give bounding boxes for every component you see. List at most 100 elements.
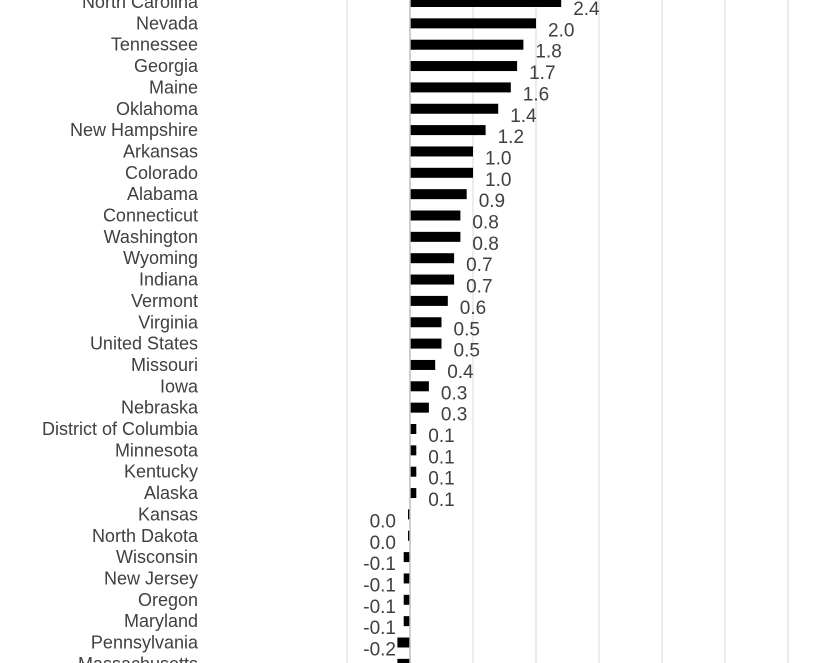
bar: [410, 253, 455, 264]
value-label: 2.0: [548, 20, 574, 41]
category-label: New Hampshire: [70, 120, 198, 140]
bar: [410, 274, 455, 285]
value-label: -0.1: [363, 554, 396, 575]
value-label: -0.1: [363, 597, 396, 618]
category-label: Minnesota: [115, 440, 199, 460]
category-label: Georgia: [134, 56, 199, 76]
value-label: 1.4: [510, 106, 537, 127]
value-label: 0.9: [479, 191, 505, 212]
value-label: 0.1: [428, 490, 454, 511]
category-label: Missouri: [131, 355, 198, 375]
bar: [397, 658, 410, 663]
value-label: -0.2: [363, 640, 396, 661]
gridlines: [346, 0, 789, 663]
bar: [410, 445, 417, 456]
category-label: Maine: [149, 77, 198, 97]
value-label: 0.1: [428, 426, 454, 447]
bar: [410, 167, 473, 178]
bar: [410, 231, 461, 242]
category-label: Connecticut: [103, 206, 198, 226]
value-label: 1.0: [485, 148, 511, 169]
category-label: Indiana: [139, 270, 199, 290]
category-label: New Jersey: [104, 568, 198, 588]
category-label: Tennessee: [111, 35, 198, 55]
value-label: 0.6: [460, 298, 486, 319]
bar: [410, 381, 429, 392]
bar: [410, 61, 518, 72]
bar: [408, 509, 410, 520]
bar: [403, 616, 410, 627]
category-label: Oregon: [138, 590, 198, 610]
value-labels: 2.42.01.81.71.61.41.21.01.00.90.80.80.70…: [363, 0, 600, 663]
bar: [408, 530, 410, 541]
bar: [410, 39, 524, 50]
bar: [403, 594, 410, 605]
value-label: 0.7: [466, 255, 492, 276]
value-label: 0.0: [370, 533, 396, 554]
category-label: Virginia: [138, 312, 199, 332]
category-label: Kentucky: [124, 462, 198, 482]
bar: [410, 125, 486, 136]
bar: [410, 466, 417, 477]
bars: [397, 0, 562, 663]
category-label: North Carolina: [82, 0, 199, 12]
category-label: District of Columbia: [42, 419, 199, 439]
bar: [410, 189, 467, 200]
bar: [403, 573, 410, 584]
value-label: 0.3: [441, 405, 467, 426]
category-label: Washington: [104, 227, 198, 247]
category-label: Iowa: [160, 376, 199, 396]
value-label: -0.1: [363, 575, 396, 596]
bar: [410, 82, 511, 93]
category-label: North Dakota: [92, 526, 199, 546]
category-label: Kansas: [138, 504, 198, 524]
value-label: 1.7: [529, 63, 555, 84]
value-label: 0.3: [441, 383, 467, 404]
category-label: Pennsylvania: [91, 633, 199, 653]
bar: [410, 402, 429, 413]
value-label: 1.2: [498, 127, 524, 148]
bar: [410, 338, 442, 349]
value-label: 1.6: [523, 84, 549, 105]
category-label: Arkansas: [123, 141, 198, 161]
value-label: 0.7: [466, 277, 492, 298]
bar: [410, 424, 417, 434]
category-label: Wisconsin: [116, 547, 198, 567]
value-label: 0.1: [428, 469, 454, 490]
category-label: Colorado: [125, 163, 198, 183]
bar: [410, 103, 499, 114]
category-label: Maryland: [124, 611, 198, 631]
bar: [410, 18, 536, 29]
bar: [410, 210, 461, 221]
bar: [410, 317, 442, 328]
value-label: 0.8: [472, 234, 498, 255]
value-label: 0.0: [370, 511, 396, 532]
category-label: Alaska: [144, 483, 199, 503]
value-label: 0.4: [447, 362, 474, 383]
bar: [410, 488, 417, 499]
value-label: -0.1: [363, 618, 396, 639]
category-label: Alabama: [127, 184, 199, 204]
value-label: 0.5: [454, 341, 480, 362]
category-label: Massachusetts: [78, 654, 198, 663]
value-label: 2.4: [573, 0, 600, 20]
bar: [397, 637, 410, 648]
category-labels: North CarolinaNevadaTennesseeGeorgiaMain…: [42, 0, 199, 663]
bar: [410, 359, 436, 370]
category-label: Nebraska: [121, 398, 199, 418]
category-label: Oklahoma: [116, 99, 199, 119]
value-label: 1.8: [535, 42, 561, 63]
value-label: -0.2: [363, 661, 396, 663]
category-label: Nevada: [136, 13, 199, 33]
bar: [410, 0, 562, 7]
value-label: 0.8: [472, 213, 498, 234]
category-label: Wyoming: [123, 248, 198, 268]
category-label: United States: [90, 334, 198, 354]
bar: [410, 146, 473, 157]
value-label: 0.1: [428, 447, 454, 468]
bar: [403, 552, 410, 563]
value-label: 0.5: [454, 319, 480, 340]
value-label: 1.0: [485, 170, 511, 191]
bar: [410, 295, 448, 306]
